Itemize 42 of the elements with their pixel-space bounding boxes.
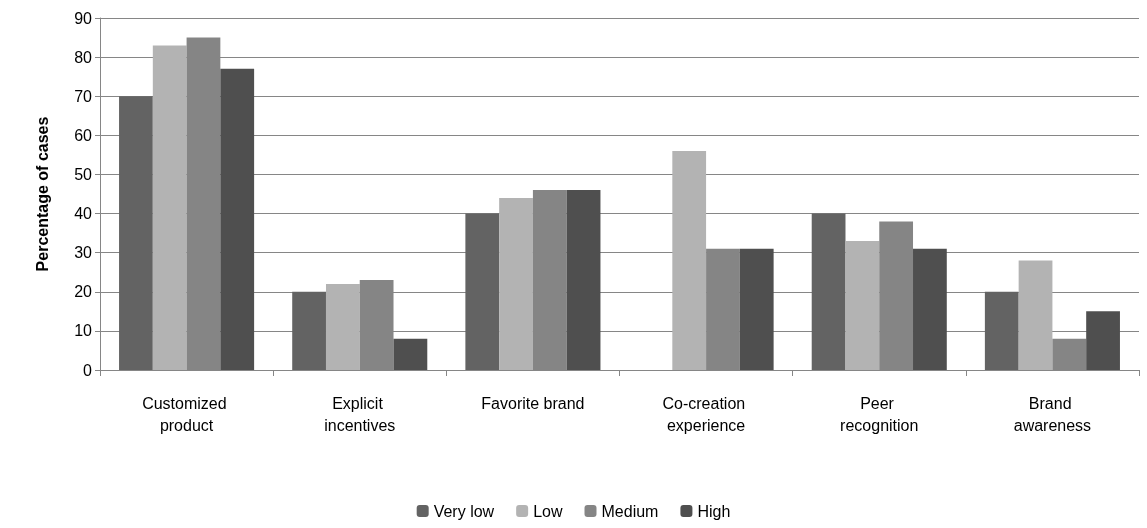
y-axis-title: Percentage of cases <box>33 116 51 272</box>
x-tick-label: Customized product <box>142 394 232 434</box>
y-tick-label: 0 <box>83 361 93 379</box>
x-tick-label: Brand awareness <box>1013 394 1092 434</box>
bar <box>465 213 500 370</box>
y-tick-label: 70 <box>74 87 93 105</box>
bar <box>152 45 187 370</box>
y-tick-label: 90 <box>74 9 93 27</box>
y-tick-label: 40 <box>74 205 93 223</box>
y-tick-label: 50 <box>74 165 93 183</box>
bar <box>739 248 774 370</box>
y-tick-label: 60 <box>74 126 93 144</box>
x-tick-label: Explicit incentives <box>324 394 396 434</box>
bar <box>1018 260 1053 370</box>
bar <box>672 150 707 370</box>
bar <box>811 213 846 370</box>
bar <box>325 283 360 370</box>
x-tick-label: Peer recognition <box>840 394 919 434</box>
bar <box>879 221 914 370</box>
bar <box>220 68 255 370</box>
y-tick-label: 20 <box>74 283 93 301</box>
bar <box>532 190 567 370</box>
bar <box>292 291 326 370</box>
bar <box>1086 311 1120 370</box>
bar <box>1052 338 1087 370</box>
bar <box>706 248 740 370</box>
bar <box>499 197 533 370</box>
bar <box>845 240 880 370</box>
legend-label: Medium <box>601 502 659 520</box>
legend-label: Low <box>533 502 563 520</box>
bar <box>119 96 153 370</box>
x-tick-label: Favorite brand <box>481 394 585 412</box>
y-tick-label: 30 <box>74 244 93 262</box>
x-tick-label: Co-creation experience <box>662 394 750 434</box>
bar <box>393 338 428 370</box>
y-tick-label: 80 <box>74 48 93 66</box>
bar <box>984 291 1019 370</box>
legend-label: High <box>697 502 731 520</box>
y-tick-label: 10 <box>74 322 93 340</box>
legend-label: Very low <box>433 502 495 520</box>
bar <box>566 190 601 370</box>
bar <box>913 248 947 370</box>
